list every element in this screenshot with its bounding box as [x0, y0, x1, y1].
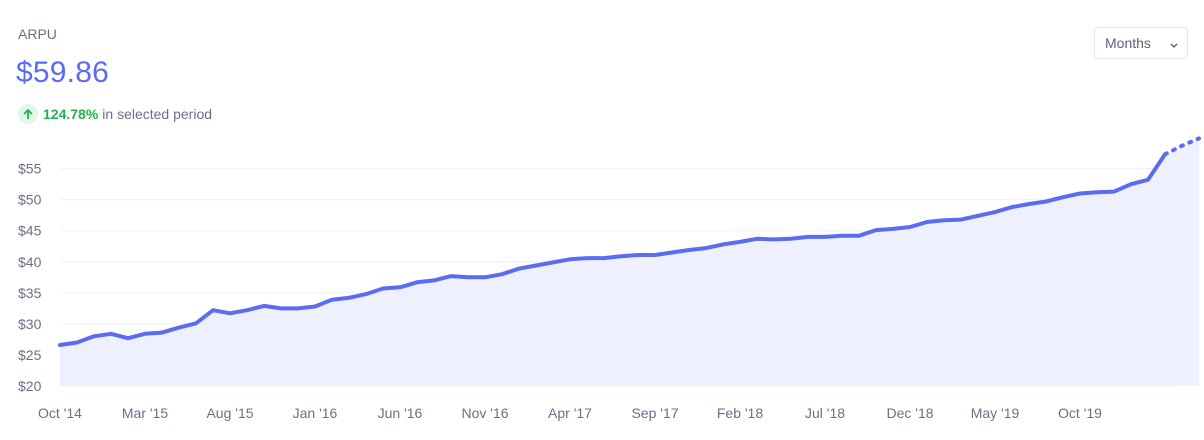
- change-summary: 124.78% in selected period: [18, 104, 212, 124]
- x-tick-label: Jan '16: [293, 405, 338, 421]
- period-select[interactable]: Months: [1094, 27, 1188, 59]
- series-area: [60, 138, 1199, 386]
- x-tick-label: Mar '15: [122, 405, 168, 421]
- period-select-value: Months: [1105, 35, 1151, 51]
- x-tick-label: Jun '16: [378, 405, 423, 421]
- x-tick-label: Aug '15: [206, 405, 253, 421]
- x-tick-label: Apr '17: [548, 405, 592, 421]
- y-tick-label: $20: [18, 378, 42, 394]
- x-tick-label: May '19: [971, 405, 1020, 421]
- arrow-up-icon: [18, 104, 38, 124]
- y-tick-label: $50: [18, 192, 42, 208]
- x-tick-label: Sep '17: [631, 405, 678, 421]
- chevron-down-icon: [1169, 37, 1179, 53]
- series-line: [58, 152, 1167, 347]
- y-axis: $20 $25 $30 $35 $40 $45 $50 $55: [18, 161, 42, 394]
- series-projection-line: [1163, 136, 1201, 157]
- y-tick-label: $35: [18, 285, 42, 301]
- metric-title: ARPU: [18, 26, 57, 42]
- y-tick-label: $30: [18, 316, 42, 332]
- x-tick-label: Nov '16: [461, 405, 508, 421]
- x-tick-label: Oct '19: [1058, 405, 1102, 421]
- x-axis: Oct '14 Mar '15 Aug '15 Jan '16 Jun '16 Nov '…: [38, 405, 1102, 421]
- y-tick-label: $55: [18, 161, 42, 177]
- x-tick-label: Oct '14: [38, 405, 82, 421]
- x-tick-label: Jul '18: [805, 405, 845, 421]
- y-tick-label: $40: [18, 254, 42, 270]
- x-tick-label: Feb '18: [717, 405, 763, 421]
- y-tick-label: $45: [18, 223, 42, 239]
- metric-value: $59.86: [16, 56, 109, 89]
- x-tick-label: Dec '18: [886, 405, 933, 421]
- change-percent: 124.78%: [43, 106, 99, 122]
- change-caption: in selected period: [102, 106, 213, 122]
- y-tick-label: $25: [18, 347, 42, 363]
